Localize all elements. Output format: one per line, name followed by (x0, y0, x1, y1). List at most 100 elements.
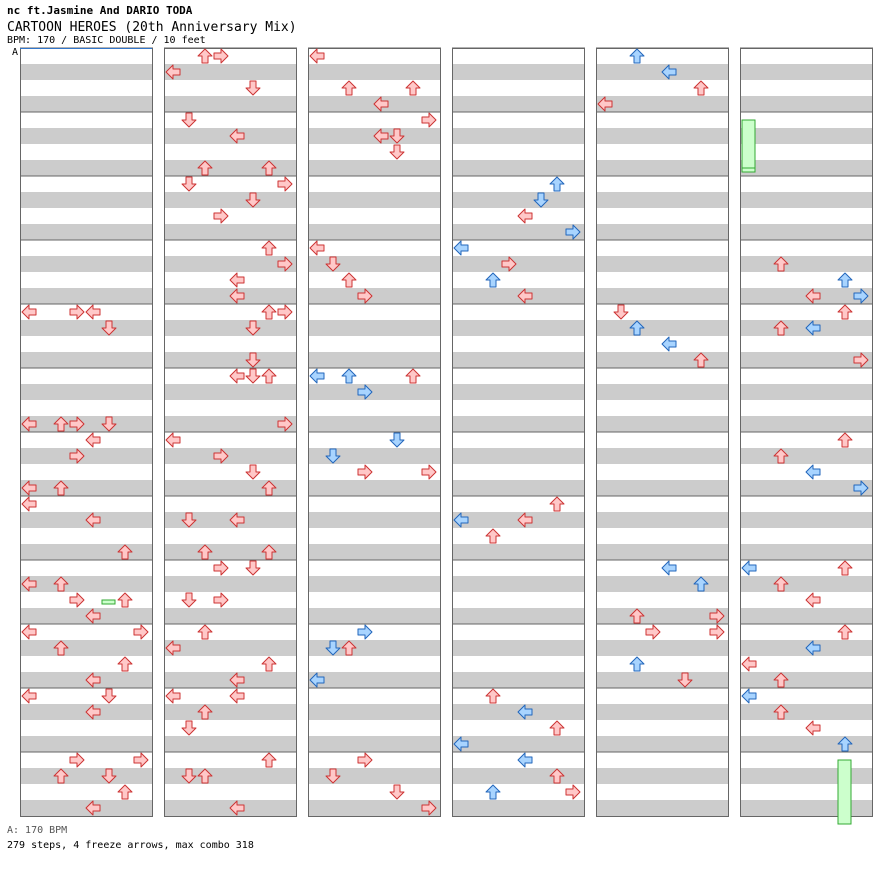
beat-band (740, 304, 873, 320)
up-arrow (261, 160, 277, 176)
beat-band (20, 144, 153, 160)
down-arrow (325, 256, 341, 272)
right-arrow (213, 208, 229, 224)
up-arrow (629, 608, 645, 624)
up-arrow (693, 352, 709, 368)
right-arrow (853, 480, 869, 496)
beat-band (452, 304, 585, 320)
down-arrow (677, 672, 693, 688)
bpm-legend: A: 170 BPM (7, 825, 68, 836)
beat-band (20, 192, 153, 208)
left-arrow (229, 672, 245, 688)
beat-band (20, 544, 153, 560)
right-arrow (853, 352, 869, 368)
down-arrow (101, 768, 117, 784)
right-arrow (709, 608, 725, 624)
right-arrow (69, 752, 85, 768)
right-arrow (357, 464, 373, 480)
beat-band (740, 144, 873, 160)
beat-band (596, 272, 729, 288)
beat-band (740, 416, 873, 432)
beat-band (164, 224, 297, 240)
beat-band (164, 96, 297, 112)
beat-band (20, 112, 153, 128)
right-arrow (213, 592, 229, 608)
beat-band (452, 400, 585, 416)
up-arrow (773, 576, 789, 592)
beat-band (452, 336, 585, 352)
right-arrow (645, 624, 661, 640)
beat-band (740, 80, 873, 96)
beat-band (164, 192, 297, 208)
up-arrow (693, 576, 709, 592)
up-arrow (53, 640, 69, 656)
right-arrow (277, 176, 293, 192)
beat-band (20, 528, 153, 544)
beat-band (308, 80, 441, 96)
freeze-arrow (101, 599, 116, 605)
left-arrow (453, 736, 469, 752)
beat-band (308, 240, 441, 256)
left-arrow (229, 688, 245, 704)
beat-band (740, 48, 873, 64)
left-arrow (165, 64, 181, 80)
beat-band (20, 80, 153, 96)
beat-band (452, 672, 585, 688)
left-arrow (21, 304, 37, 320)
right-arrow (421, 800, 437, 816)
beat-band (308, 336, 441, 352)
beat-band (596, 688, 729, 704)
beat-band (452, 656, 585, 672)
left-arrow (453, 512, 469, 528)
left-arrow (309, 48, 325, 64)
beat-band (308, 352, 441, 368)
beat-band (164, 784, 297, 800)
down-arrow (245, 464, 261, 480)
beat-band (308, 736, 441, 752)
beat-band (596, 288, 729, 304)
beat-band (308, 720, 441, 736)
beat-band (20, 560, 153, 576)
beat-band (596, 736, 729, 752)
up-arrow (773, 448, 789, 464)
left-arrow (85, 304, 101, 320)
up-arrow (117, 544, 133, 560)
beat-band (596, 800, 729, 816)
beat-band (164, 608, 297, 624)
down-arrow (245, 352, 261, 368)
beat-band (596, 320, 729, 336)
up-arrow (341, 272, 357, 288)
right-arrow (421, 464, 437, 480)
left-arrow (85, 704, 101, 720)
beat-band (164, 624, 297, 640)
beat-band (740, 64, 873, 80)
beat-band (308, 400, 441, 416)
up-arrow (485, 688, 501, 704)
up-arrow (261, 304, 277, 320)
up-arrow (117, 656, 133, 672)
left-arrow (85, 432, 101, 448)
left-arrow (517, 512, 533, 528)
beat-band (20, 464, 153, 480)
beat-band (596, 656, 729, 672)
beat-band (452, 96, 585, 112)
beat-band (20, 656, 153, 672)
left-arrow (229, 368, 245, 384)
beat-band (740, 768, 873, 784)
down-arrow (325, 768, 341, 784)
beat-band (20, 640, 153, 656)
up-arrow (485, 272, 501, 288)
left-arrow (21, 688, 37, 704)
left-arrow (805, 720, 821, 736)
beat-band (740, 240, 873, 256)
section-marker: A (12, 47, 19, 58)
beat-band (596, 112, 729, 128)
beat-band (452, 224, 585, 240)
up-arrow (197, 704, 213, 720)
right-arrow (357, 384, 373, 400)
beat-band (308, 752, 441, 768)
beat-band (452, 320, 585, 336)
beat-band (308, 784, 441, 800)
left-arrow (85, 672, 101, 688)
up-arrow (485, 784, 501, 800)
